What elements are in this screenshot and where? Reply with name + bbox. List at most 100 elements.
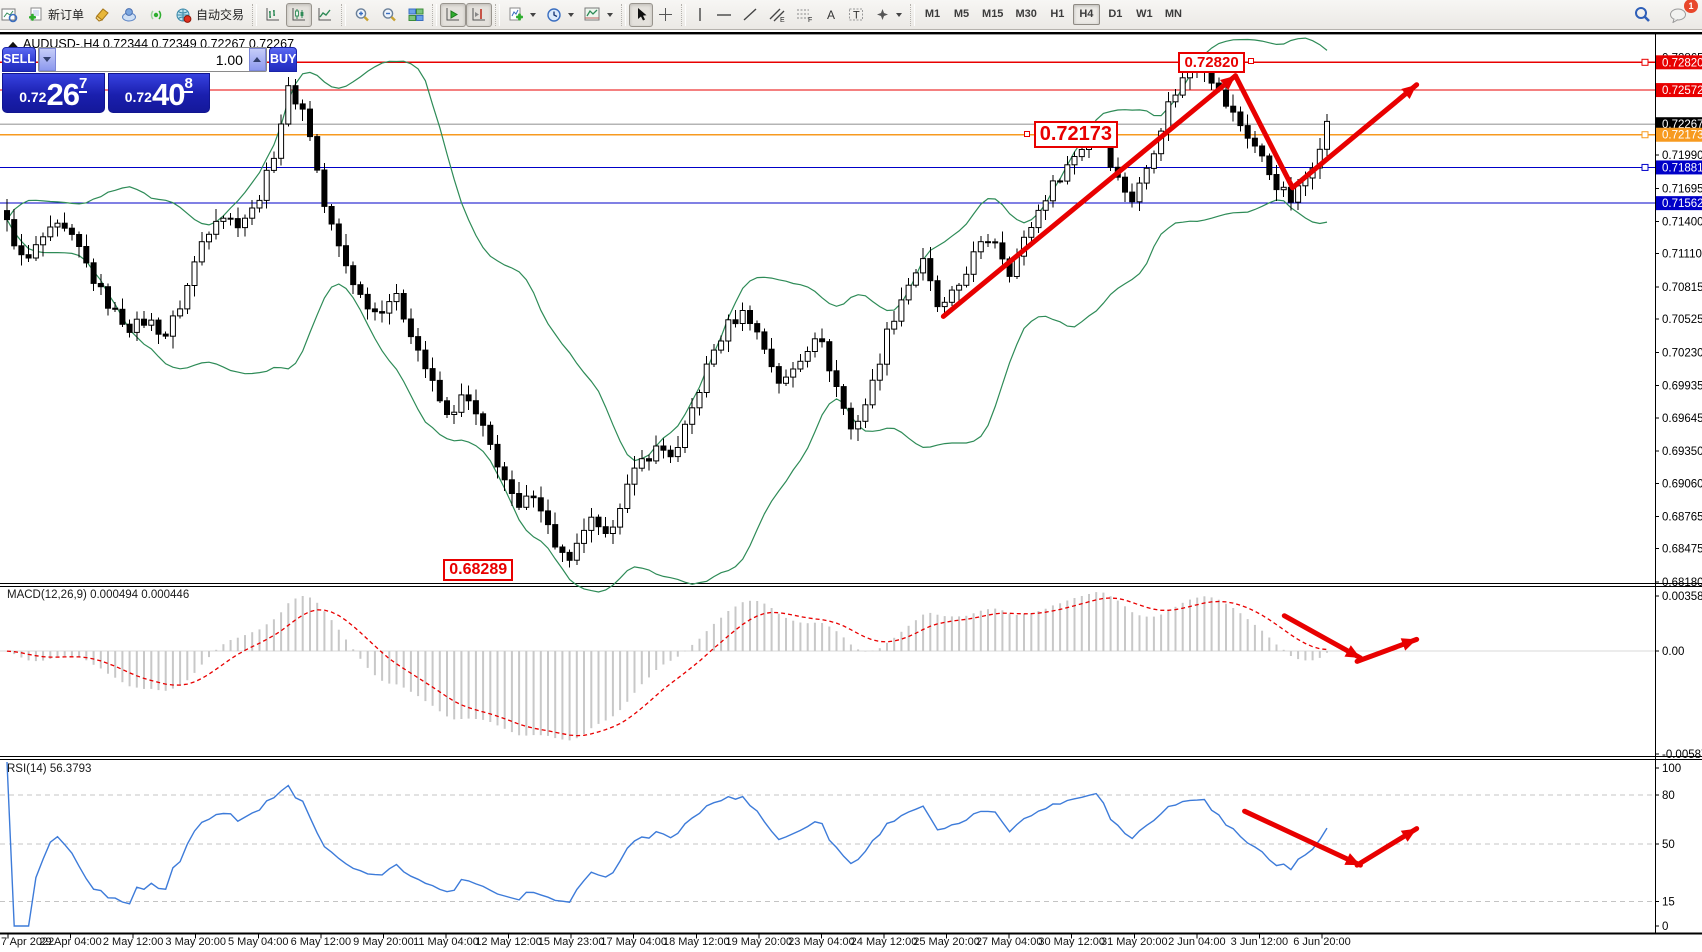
search-button[interactable] [1628,3,1656,27]
toolbar-separator [681,3,687,26]
one-click-trading-panel: SELL BUY 0.72 26 7 0.72 40 8 [2,47,298,113]
vertical-line-button[interactable] [689,3,711,27]
candle [422,349,429,370]
time-axis-label: 29 Apr 04:00 [39,936,102,948]
timeframe-m30-button[interactable]: M30 [1015,8,1037,20]
zoom-in-button[interactable] [349,3,376,27]
price-tag: 0.72572 [1656,83,1702,98]
volume-increase-button[interactable] [248,48,266,71]
equidistant-channel-icon: E [769,8,785,23]
timeframe-m15-button[interactable]: M15 [982,8,1004,20]
time-axis-label: 27 May 04:00 [975,936,1043,948]
timeframe-h4-button[interactable]: H4 [1072,4,1100,25]
candle [148,319,155,326]
app-chart-icon[interactable] [0,3,23,27]
sell-price-button[interactable]: 0.72 26 7 [2,73,105,113]
cursor-icon [638,8,647,21]
price-tick-label: 0.70525 [1662,314,1702,326]
price-callout-label[interactable]: 0.68289 [443,558,514,581]
timeframe-w1-button[interactable]: W1 [1136,8,1153,20]
candle [451,411,458,416]
volume-input[interactable] [55,48,249,71]
signals-button[interactable] [143,3,170,27]
line-handle [1641,163,1649,171]
price-tag: 0.72820 [1656,55,1702,70]
clean-charts-button[interactable] [89,3,116,27]
macd-axis-label: 0.00 [1662,646,1684,658]
chart-window-top-border [0,32,1702,35]
timeframe-m5-button[interactable]: M5 [953,8,970,20]
periods-button[interactable] [541,3,579,27]
text-label-button[interactable]: T [843,3,870,27]
fibonacci-button[interactable]: F [791,3,819,27]
crosshair-button[interactable] [653,3,678,27]
candle [234,218,241,229]
candle [1179,77,1186,96]
vertical-line-icon [699,8,701,21]
arrow-head [1400,828,1417,842]
chart-shift-button[interactable] [466,2,493,27]
volume-decrease-button[interactable] [38,48,56,71]
templates-button[interactable] [579,3,618,27]
trend-line-button[interactable] [737,3,763,27]
new-order-button[interactable]: 新订单 [23,3,89,27]
text-button[interactable]: A [819,3,843,27]
candle [227,217,234,220]
equidistant-channel-button[interactable]: E [763,3,791,27]
candle [927,258,934,282]
time-axis-label: 7 Apr 2022 [1,936,55,948]
trend-arrow [1290,82,1420,191]
price-callout-label[interactable]: 0.72173 [1033,121,1119,149]
timeframe-mn-button[interactable]: MN [1164,8,1182,20]
candle [220,217,227,222]
candle [1129,191,1136,203]
price-tick-label: 0.68180 [1662,577,1702,589]
tile-windows-button[interactable] [403,3,429,27]
add-indicator-button[interactable] [503,3,541,27]
candle [429,368,436,381]
candle [76,234,83,247]
rsi-axis-label: 80 [1662,790,1675,802]
candle [804,351,811,362]
candle [444,400,450,415]
cursor-button[interactable] [629,2,654,27]
candle [169,315,176,337]
templates-icon [584,7,600,21]
price-callout-label[interactable]: 0.72820 [1178,51,1245,74]
candle [1187,71,1193,79]
sell-button[interactable]: SELL [2,47,36,72]
candle [1230,105,1237,113]
market-watch-button[interactable] [116,3,143,27]
rsi-axis-label: 0 [1662,921,1668,933]
auto-scroll-icon [446,7,460,20]
line-handle [1641,58,1649,66]
callout-handle[interactable] [1023,130,1030,137]
toolbar-separator [341,3,347,26]
timeframe-d1-button[interactable]: D1 [1108,8,1123,20]
candle [133,318,140,333]
candle [710,349,717,365]
timeframe-m1-button[interactable]: M1 [924,8,941,20]
buy-button[interactable]: BUY [268,47,298,72]
candle [523,495,530,508]
buy-price-button[interactable]: 0.72 40 8 [107,73,210,113]
timeframe-h1-button[interactable]: H1 [1050,8,1065,20]
candle [559,546,566,553]
price-tick-label: 0.71400 [1662,216,1702,228]
notifications-button[interactable]: 1 [1664,0,1698,27]
candle [1071,156,1078,166]
arrow-objects-button[interactable] [870,3,907,27]
collapse-triangle-icon[interactable] [8,41,18,47]
zoom-out-button[interactable] [376,3,403,27]
candlestick-chart-button[interactable] [286,2,313,27]
sell-price-big: 26 [46,77,79,112]
callout-handle[interactable] [1248,58,1255,65]
time-axis[interactable]: 7 Apr 2022 29 Apr 04:00 2 May 12:00 3 May 2… [0,935,1702,952]
bar-chart-button[interactable] [260,3,286,27]
line-chart-button[interactable] [312,3,338,27]
auto-scroll-button[interactable] [440,2,467,27]
candle [934,280,941,308]
autotrade-button[interactable]: 自动交易 [170,3,249,27]
horizontal-line-button[interactable] [711,3,737,27]
